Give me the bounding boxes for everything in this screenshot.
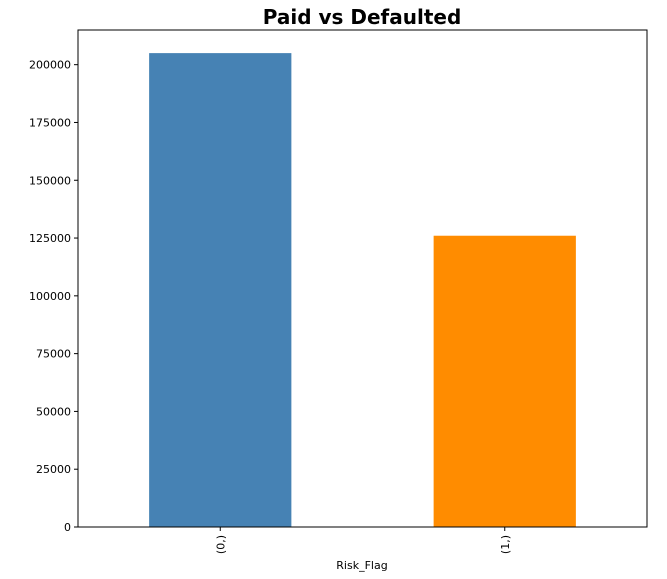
y-tick-label: 0 [64, 521, 71, 534]
bar [433, 235, 576, 528]
plot-area: (0,) (1,) 0 25000 50000 75000 100000 125000 1500… [29, 29, 648, 554]
y-tick-label: 100000 [29, 290, 71, 303]
y-tick-label: 50000 [36, 405, 71, 418]
axes-frame [77, 29, 648, 528]
bar [149, 53, 292, 528]
y-tick-label: 175000 [29, 116, 71, 129]
x-tick-label: (0,) [214, 535, 227, 554]
y-tick-label: 200000 [29, 59, 71, 72]
x-tick-label: (1,) [499, 535, 512, 554]
y-tick-label: 125000 [29, 232, 71, 245]
y-tick-label: 25000 [36, 463, 71, 476]
chart-title: Paid vs Defaulted [263, 5, 462, 29]
x-axis-label: Risk_Flag [336, 559, 387, 572]
y-tick-label: 75000 [36, 348, 71, 361]
y-tick-label: 150000 [29, 174, 71, 187]
